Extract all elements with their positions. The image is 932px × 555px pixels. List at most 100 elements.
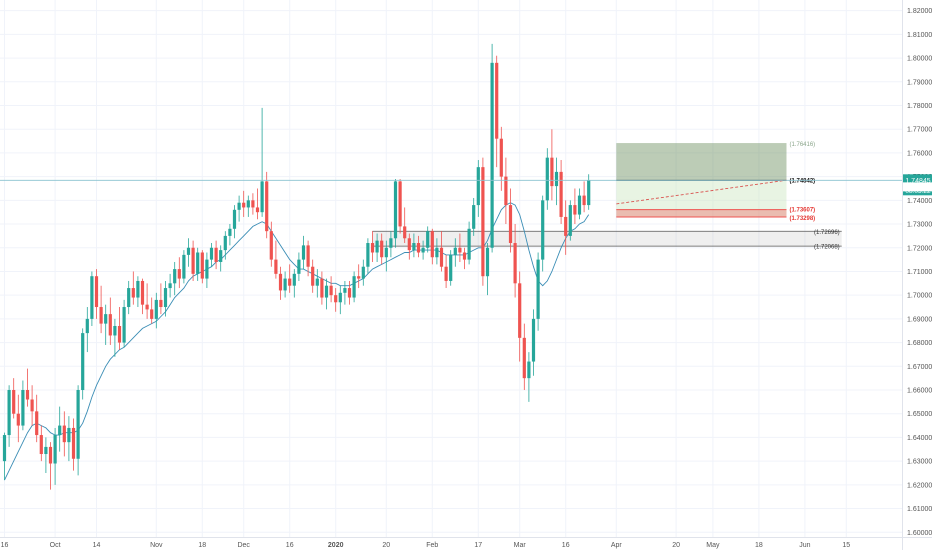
candle[interactable] (187, 238, 190, 266)
candle[interactable] (316, 269, 319, 297)
candle[interactable] (486, 243, 489, 295)
candle[interactable] (339, 286, 342, 314)
candle[interactable] (472, 198, 475, 236)
candle[interactable] (573, 188, 576, 224)
candle[interactable] (293, 269, 296, 297)
candle[interactable] (40, 426, 43, 462)
candle[interactable] (35, 395, 38, 442)
candle[interactable] (233, 205, 236, 238)
candle[interactable] (17, 395, 20, 442)
candle[interactable] (399, 179, 402, 234)
candle[interactable] (251, 193, 254, 214)
candle[interactable] (265, 172, 268, 238)
candle[interactable] (210, 243, 213, 267)
candle[interactable] (297, 252, 300, 280)
candle[interactable] (44, 437, 47, 473)
candle[interactable] (215, 241, 218, 269)
candle[interactable] (169, 274, 172, 298)
candle[interactable] (527, 352, 530, 402)
candle[interactable] (196, 248, 199, 281)
candle[interactable] (67, 416, 70, 461)
stop-zone[interactable] (616, 210, 786, 217)
candle[interactable] (164, 281, 167, 317)
candle[interactable] (270, 222, 273, 267)
candle[interactable] (104, 305, 107, 345)
candle[interactable] (136, 276, 139, 307)
candle[interactable] (564, 200, 567, 255)
candle[interactable] (353, 271, 356, 302)
candle[interactable] (72, 418, 75, 470)
candle[interactable] (504, 158, 507, 224)
candle[interactable] (569, 200, 572, 240)
candle[interactable] (477, 160, 480, 217)
candle[interactable] (445, 255, 448, 288)
candle[interactable] (201, 250, 204, 283)
candle[interactable] (178, 257, 181, 288)
candle[interactable] (3, 433, 6, 480)
candle[interactable] (159, 283, 162, 314)
candle[interactable] (12, 378, 15, 418)
candle[interactable] (274, 241, 277, 279)
candle[interactable] (362, 260, 365, 286)
candle[interactable] (284, 271, 287, 297)
candle[interactable] (523, 324, 526, 390)
candle[interactable] (426, 226, 429, 252)
candle[interactable] (348, 281, 351, 305)
candle[interactable] (256, 188, 259, 219)
candle[interactable] (132, 271, 135, 304)
candle[interactable] (325, 279, 328, 310)
candle[interactable] (127, 281, 130, 314)
candle[interactable] (81, 328, 84, 399)
candle[interactable] (31, 385, 34, 425)
candle[interactable] (495, 56, 498, 167)
candle[interactable] (302, 236, 305, 269)
candle[interactable] (123, 300, 126, 347)
candle[interactable] (150, 298, 153, 324)
candle[interactable] (366, 238, 369, 274)
candle[interactable] (320, 271, 323, 304)
candle[interactable] (113, 319, 116, 357)
candle[interactable] (141, 279, 144, 315)
candle[interactable] (219, 245, 222, 271)
candle[interactable] (228, 224, 231, 245)
candle[interactable] (583, 181, 586, 212)
price-axis[interactable]: 1.820001.810001.800001.790001.780001.770… (903, 0, 932, 550)
candle[interactable] (86, 307, 89, 352)
candle[interactable] (95, 269, 98, 319)
candle[interactable] (182, 250, 185, 283)
candle[interactable] (118, 307, 121, 350)
candle[interactable] (21, 381, 24, 431)
candle[interactable] (334, 288, 337, 312)
candle[interactable] (146, 283, 149, 319)
candle[interactable] (238, 196, 241, 222)
candle[interactable] (555, 158, 558, 205)
candle[interactable] (311, 260, 314, 293)
candle[interactable] (518, 271, 521, 361)
candle[interactable] (481, 158, 484, 286)
candle[interactable] (431, 229, 434, 265)
candle[interactable] (26, 369, 29, 407)
candle[interactable] (449, 250, 452, 286)
candle[interactable] (403, 207, 406, 243)
candle[interactable] (192, 241, 195, 281)
candle[interactable] (541, 196, 544, 272)
candle[interactable] (100, 286, 103, 333)
candle[interactable] (343, 281, 346, 305)
candle[interactable] (578, 188, 581, 219)
candle[interactable] (468, 222, 471, 265)
candle[interactable] (261, 108, 264, 217)
candle[interactable] (242, 191, 245, 217)
candle[interactable] (491, 44, 494, 253)
candle[interactable] (224, 231, 227, 259)
candle[interactable] (77, 385, 80, 475)
candle[interactable] (500, 127, 503, 191)
candle[interactable] (288, 264, 291, 292)
target-zone[interactable] (616, 143, 786, 180)
candle[interactable] (49, 442, 52, 489)
candle[interactable] (54, 428, 57, 485)
candle[interactable] (357, 264, 360, 288)
candle[interactable] (247, 196, 250, 217)
